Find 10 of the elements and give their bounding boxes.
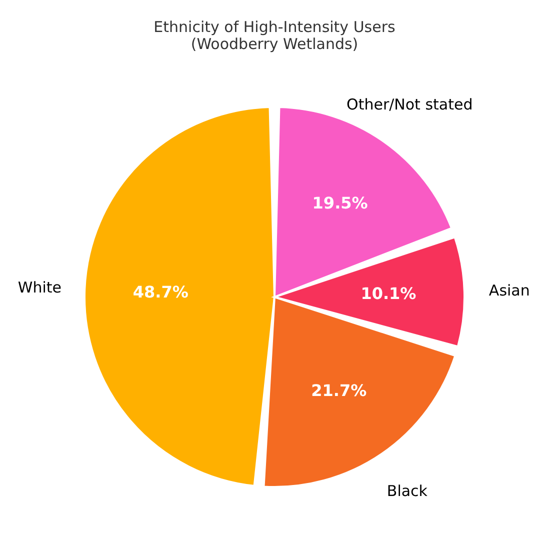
data-label: 21.7% [311,381,367,400]
slice-label: Asian [488,281,530,300]
slice-label: Other/Not stated [346,96,473,114]
slice-label: Black [386,482,428,500]
chart-subtitle: (Woodberry Wetlands) [190,35,358,53]
data-label: 10.1% [360,284,416,303]
chart-title: Ethnicity of High-Intensity Users [154,18,396,36]
slice-label: White [18,278,62,296]
data-label: 48.7% [132,282,188,302]
data-label: 19.5% [312,194,368,213]
